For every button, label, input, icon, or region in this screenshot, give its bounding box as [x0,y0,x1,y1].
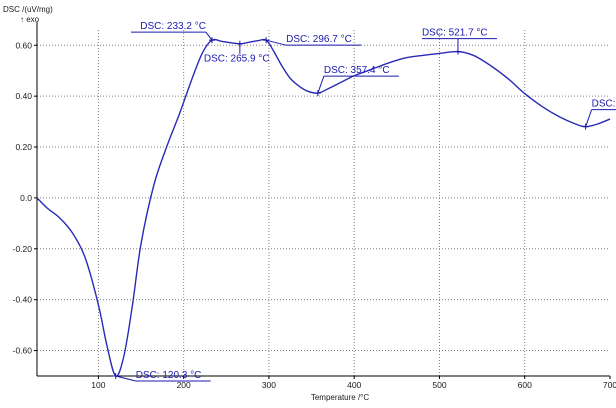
y-tick-label: 0.60 [15,40,32,50]
annotation-leader [265,39,287,46]
x-tick-label: 400 [347,380,361,390]
series-layer [36,38,611,377]
peak-annotation-label: DSC: 265.9 °C [204,54,270,65]
y-axis-subtitle: ↑ exo [20,15,40,24]
x-tick-label: 300 [262,380,276,390]
grid-layer [37,30,610,376]
x-tick-label: 100 [91,380,105,390]
annotation-leader [585,109,593,127]
y-tick-label: 0.0 [20,193,32,203]
y-axis-title: DSC /(uV/mg) [3,5,53,14]
x-tick-label: 200 [177,380,191,390]
annotation-layer: DSC: 120.3 °C DSC: 233.2 °C DSC: 265.9 °C D… [112,21,616,382]
peak-annotation-label: DSC: 521.7 °C [422,28,488,39]
peak-annotation-label: DSC: 120.3 °C [136,370,202,381]
peak-annotation-label: DSC: 357.4 °C [324,65,390,76]
peak-annotation-label: DSC: 233.2 °C [140,21,206,32]
y-tick-label: -0.60 [13,346,33,356]
y-tick-label: 0.40 [15,91,32,101]
x-axis-title: Temperature /°C [311,393,370,402]
series-line [36,38,611,377]
x-tick-label: 700 [603,380,616,390]
y-tick-label: -0.20 [13,244,33,254]
y-tick-label: 0.20 [15,142,32,152]
x-tick-label: 600 [518,380,532,390]
axis-layer [34,22,611,379]
annotation-leader [115,375,136,382]
annotation-leader [205,31,213,41]
tick-label-layer: 100 200 300 400 500 600 700 -0.60 -0.40 -0.20 0.0 0… [13,40,616,390]
annotation-leader [317,75,325,94]
x-tick-label: 500 [432,380,446,390]
peak-annotation-label: DSC: 671.4 °C [592,99,616,110]
y-tick-label: -0.40 [13,295,33,305]
peak-annotation-label: DSC: 296.7 °C [286,34,352,45]
